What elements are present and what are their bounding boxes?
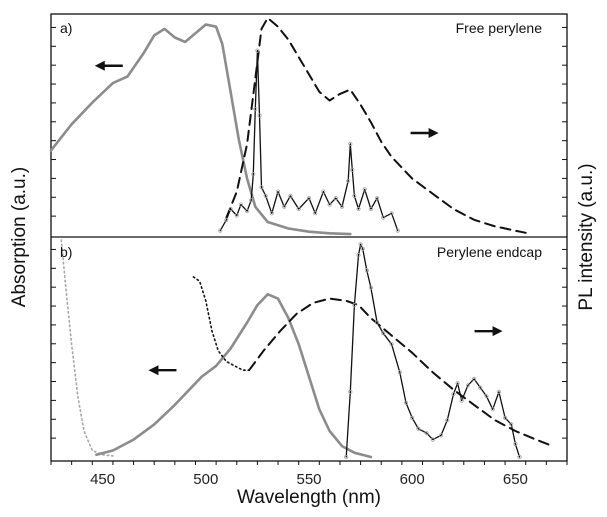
- panel-a-scatter-point: [352, 193, 357, 198]
- panel-b-scatter-point: [381, 331, 386, 336]
- panel-a-title: Free perylene: [456, 20, 543, 36]
- panel-b-scatter-point: [364, 268, 369, 273]
- panel-a-scatter-point: [269, 211, 274, 216]
- panel-b-scatter-point: [517, 454, 522, 460]
- panel-a-scatter-point: [224, 217, 229, 222]
- panel-b-scatter-point: [403, 400, 409, 405]
- panel-a-scatter-point: [259, 185, 264, 190]
- panel-a-scatter-point: [275, 189, 281, 194]
- panel-a-scatter-point: [234, 213, 239, 218]
- x-tick-label: 450: [90, 471, 115, 488]
- panel-a-scatter-point: [282, 204, 287, 209]
- panel-a-scatter-point: [356, 206, 361, 212]
- panel-b-scatter-point: [360, 246, 365, 251]
- panel-a-scatter-point: [321, 189, 326, 194]
- panel-b-scatter-point: [455, 381, 460, 386]
- panel-b-scatter-point: [368, 285, 373, 290]
- panel-a-series-1: [225, 17, 527, 234]
- panel-a-scatter-point: [389, 211, 394, 216]
- panel-a-scatter-point: [346, 178, 351, 183]
- panel-a-arrow-right: [410, 128, 439, 139]
- panel-a-scatter-point: [313, 211, 318, 216]
- panel-a-scatter-point: [288, 193, 293, 198]
- panel-a-series-2: [219, 49, 399, 232]
- panel-a-scatter-point: [255, 48, 260, 53]
- panel-a-scatter-point: [263, 193, 268, 198]
- panel-b-scatter-point: [348, 389, 353, 394]
- panel-b-scatter-point: [502, 415, 508, 420]
- panel-a-scatter-point: [339, 204, 345, 209]
- x-tick-label: 500: [193, 471, 218, 488]
- series-layer: [49, 17, 554, 460]
- panel-a-scatter-point: [374, 196, 380, 201]
- x-axis-title: Wavelength (nm): [237, 487, 381, 508]
- panel-b-label: b): [60, 244, 72, 260]
- panel-b-series-4: [345, 243, 521, 458]
- panel-b-title: Perylene endcap: [437, 244, 542, 260]
- panel-b-scatter-point: [397, 370, 402, 375]
- panel-b-scatter-point: [451, 391, 456, 397]
- panel-b-series-3: [248, 297, 554, 448]
- axis-layer: 450 500 550 600 650: [50, 26, 568, 488]
- panel-b-series-0: [60, 239, 114, 457]
- panel-b-series-2: [192, 276, 250, 371]
- y-axis-title-left: Absorption (a.u.): [9, 167, 30, 307]
- panel-b-scatter-point: [496, 389, 501, 394]
- panel-a-scatter-point: [333, 196, 338, 201]
- panel-a-arrow-left: [94, 60, 123, 71]
- panel-a-scatter-point: [368, 206, 373, 212]
- y-axis-title-right: PL intensity (a.u.): [576, 163, 597, 310]
- panel-b-scatter-point: [358, 242, 363, 247]
- panel-a-scatter-point: [296, 206, 301, 212]
- panel-a-scatter-point: [249, 198, 254, 203]
- panel-a-scatter-point: [348, 141, 353, 146]
- panel-a-scatter-point: [253, 107, 258, 112]
- x-tick-label: 600: [400, 471, 425, 488]
- panel-a-scatter-point: [218, 228, 223, 233]
- panel-b-scatter-point: [424, 430, 429, 436]
- panel-b-scatter-point: [352, 302, 357, 308]
- panel-b-arrow-right: [474, 326, 503, 337]
- panel-b-scatter-point: [445, 417, 450, 423]
- panel-b-scatter-point: [465, 383, 470, 388]
- panel-a-scatter-point: [395, 228, 400, 233]
- panel-b-scatter-point: [471, 376, 477, 381]
- panel-b-scatter-point: [389, 342, 394, 347]
- panel-b-scatter-point: [513, 441, 518, 447]
- panel-b-scatter-point: [438, 433, 444, 438]
- panel-b-series-1: [95, 293, 373, 459]
- panel-b-scatter-point: [344, 454, 349, 460]
- panel-b-scatter-point: [430, 437, 435, 442]
- panel-a-scatter-point: [327, 202, 332, 207]
- panel-b-scatter-point: [356, 253, 361, 258]
- plot-frame: [50, 13, 568, 462]
- x-tick-label: 550: [296, 471, 321, 488]
- panel-a-label: a): [60, 20, 72, 36]
- x-tick-label: 650: [503, 471, 528, 488]
- panel-b-scatter-point: [509, 422, 514, 427]
- panel-a-scatter-point: [306, 196, 312, 201]
- panel-a-series-0: [49, 23, 352, 236]
- panel-b-scatter-point: [374, 320, 380, 325]
- panel-b-scatter-point: [478, 385, 483, 390]
- panel-a-scatter-point: [350, 167, 355, 172]
- panel-a-scatter-point: [238, 202, 243, 207]
- panel-a-scatter-point: [362, 187, 367, 192]
- panel-a-scatter-point: [381, 215, 386, 220]
- panel-a-scatter-point: [257, 113, 262, 118]
- panel-a-scatter-point: [245, 209, 250, 214]
- panel-b-scatter-point: [484, 394, 489, 399]
- panel-b-scatter-point: [490, 407, 495, 412]
- panel-b-scatter-point: [459, 398, 464, 403]
- panel-a-scatter-point: [228, 206, 233, 212]
- panel-b-arrow-left: [148, 365, 177, 376]
- panel-b-scatter-point: [416, 426, 421, 431]
- panel-a-scatter-point: [251, 172, 256, 177]
- panel-b-scatter-point: [410, 415, 415, 420]
